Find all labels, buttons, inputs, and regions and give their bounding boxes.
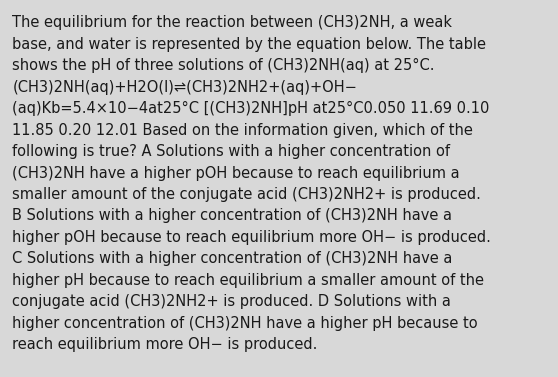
Text: conjugate acid (CH3)2NH2+ is produced. D Solutions with a: conjugate acid (CH3)2NH2+ is produced. D… — [12, 294, 451, 310]
Text: reach equilibrium more OH− is produced.: reach equilibrium more OH− is produced. — [12, 337, 318, 352]
Text: higher concentration of (CH3)2NH have a higher pH because to: higher concentration of (CH3)2NH have a … — [12, 316, 478, 331]
Text: following is true? A Solutions with a higher concentration of: following is true? A Solutions with a hi… — [12, 144, 450, 159]
Text: shows the pH of three solutions of (CH3)2NH(aq) at 25°C.: shows the pH of three solutions of (CH3)… — [12, 58, 435, 73]
Text: (CH3)2NH(aq)+H2O(l)⇌(CH3)2NH2+(aq)+OH−: (CH3)2NH(aq)+H2O(l)⇌(CH3)2NH2+(aq)+OH− — [12, 80, 357, 95]
Text: smaller amount of the conjugate acid (CH3)2NH2+ is produced.: smaller amount of the conjugate acid (CH… — [12, 187, 481, 202]
Text: 11.85 0.20 12.01 Based on the information given, which of the: 11.85 0.20 12.01 Based on the informatio… — [12, 123, 473, 138]
Text: (CH3)2NH have a higher pOH because to reach equilibrium a: (CH3)2NH have a higher pOH because to re… — [12, 166, 460, 181]
Text: The equilibrium for the reaction between (CH3)2NH, a weak: The equilibrium for the reaction between… — [12, 15, 453, 30]
Text: base, and water is represented by the equation below. The table: base, and water is represented by the eq… — [12, 37, 486, 52]
Text: B Solutions with a higher concentration of (CH3)2NH have a: B Solutions with a higher concentration … — [12, 208, 453, 224]
Text: higher pH because to reach equilibrium a smaller amount of the: higher pH because to reach equilibrium a… — [12, 273, 484, 288]
Text: (aq)Kb=5.4×10−4at25°C [(CH3)2NH]pH at25°C0.050 11.69 0.10: (aq)Kb=5.4×10−4at25°C [(CH3)2NH]pH at25°… — [12, 101, 490, 116]
Text: higher pOH because to reach equilibrium more OH− is produced.: higher pOH because to reach equilibrium … — [12, 230, 491, 245]
Text: C Solutions with a higher concentration of (CH3)2NH have a: C Solutions with a higher concentration … — [12, 251, 453, 267]
